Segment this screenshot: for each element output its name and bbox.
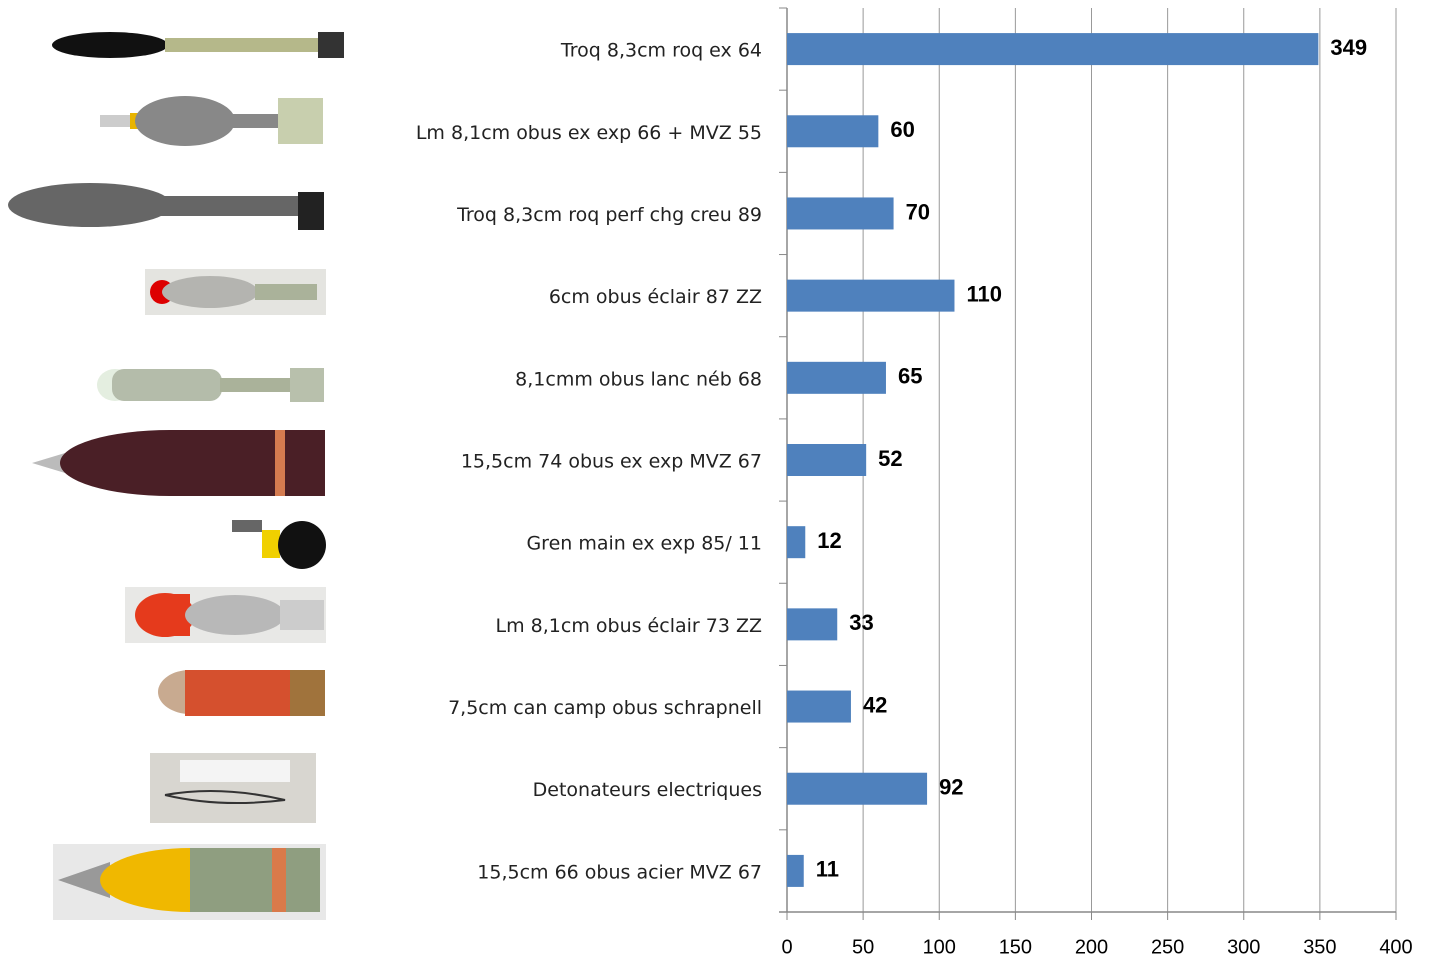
bar [787, 33, 1318, 65]
munition-image [232, 520, 326, 569]
y-tick-label: 6cm obus éclair 87 ZZ [549, 286, 762, 308]
bar [787, 691, 851, 723]
bar [787, 773, 927, 805]
x-tick-label: 300 [1227, 936, 1260, 958]
x-tick-label: 100 [923, 936, 956, 958]
munition-image [52, 32, 344, 58]
munition-image [150, 753, 316, 823]
bar [787, 526, 805, 558]
y-tick-label: Lm 8,1cm obus ex exp 66 + MVZ 55 [416, 122, 762, 144]
x-tick-label: 400 [1379, 936, 1412, 958]
bar [787, 197, 894, 229]
value-label: 42 [863, 692, 887, 717]
value-label: 110 [966, 281, 1002, 306]
value-label: 70 [906, 199, 930, 224]
munition-image [97, 368, 324, 402]
y-tick-label: 15,5cm 66 obus acier MVZ 67 [477, 861, 762, 883]
munition-image [145, 269, 326, 315]
y-tick-label: Gren main ex exp 85/ 11 [526, 533, 762, 555]
munition-image [32, 430, 325, 496]
y-tick-label: Detonateurs electriques [533, 779, 762, 801]
x-tick-label: 0 [781, 936, 792, 958]
x-tick-label: 200 [1075, 936, 1108, 958]
munition-image [100, 96, 323, 146]
y-tick-label: Lm 8,1cm obus éclair 73 ZZ [496, 615, 762, 637]
x-tick-label: 150 [999, 936, 1032, 958]
value-label: 12 [817, 528, 841, 553]
y-tick-label: Troq 8,3cm roq perf chg creu 89 [456, 204, 762, 226]
value-label: 11 [816, 857, 839, 882]
value-label: 349 [1330, 35, 1367, 60]
munition-images [8, 32, 344, 920]
bar [787, 115, 878, 147]
munition-image [8, 183, 324, 230]
y-tick-label: Troq 8,3cm roq ex 64 [560, 40, 762, 62]
chart: 0 50 100 150 200 250 300 350 400 Troq 8,3cm roq e… [0, 0, 1433, 960]
x-tick-label: 50 [852, 936, 874, 958]
bar [787, 362, 886, 394]
bar [787, 855, 804, 887]
value-label: 33 [849, 610, 873, 635]
y-tick-label: 15,5cm 74 obus ex exp MVZ 67 [461, 451, 762, 473]
value-label: 52 [878, 446, 902, 471]
munition-image [125, 587, 326, 643]
value-label: 60 [890, 117, 914, 142]
bar [787, 608, 837, 640]
x-tick-label: 250 [1151, 936, 1184, 958]
y-tick-label: 8,1cmm obus lanc néb 68 [515, 368, 762, 390]
munition-image [53, 844, 326, 920]
bar [787, 444, 866, 476]
y-tick-label: 7,5cm can camp obus schrapnell [448, 697, 762, 719]
munition-image [158, 670, 325, 716]
value-label: 92 [939, 775, 963, 800]
x-tick-label: 350 [1303, 936, 1336, 958]
bar [787, 280, 954, 312]
value-label: 65 [898, 364, 922, 389]
